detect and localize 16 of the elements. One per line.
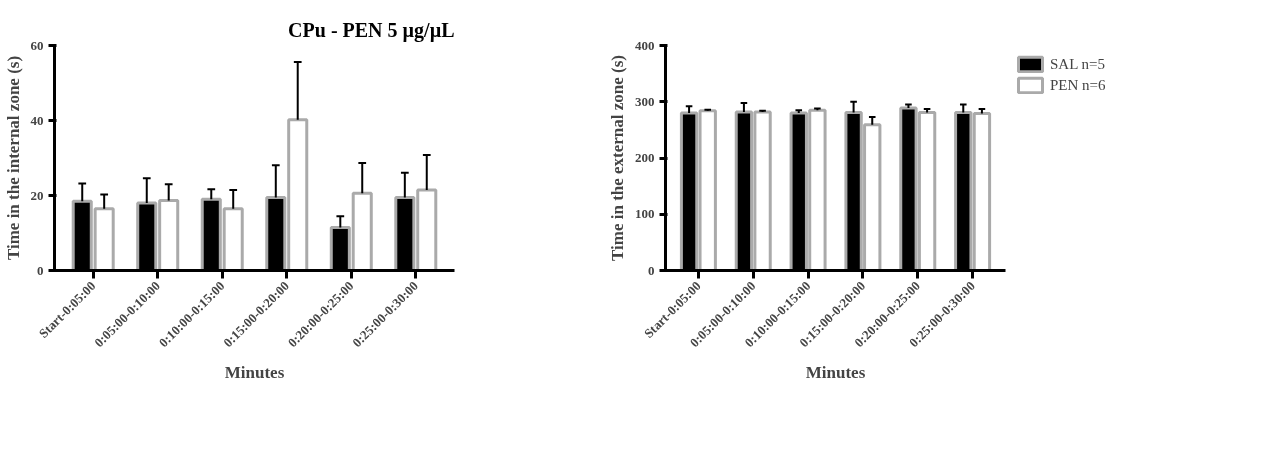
x-axis-title: Minutes	[805, 363, 866, 383]
legend-label: SAL n=5	[1050, 55, 1105, 73]
y-tick-label: 60	[30, 37, 44, 53]
y-tick-label: 300	[635, 93, 655, 109]
y-tick-label: 200	[635, 150, 655, 165]
y-tick-label: 0	[648, 262, 655, 278]
y-tick-label: 40	[30, 112, 44, 128]
legend-label: PEN n=6	[1050, 76, 1106, 94]
y-axis-title: Time in the external zone (s)	[608, 54, 627, 261]
x-axis-title: Minutes	[224, 363, 285, 383]
y-tick-label: 400	[635, 37, 655, 53]
y-tick-label: 100	[635, 206, 655, 222]
y-tick-label: 0	[37, 262, 44, 278]
chart-title: CPu - PEN 5 µg/µL	[288, 18, 455, 42]
y-axis-title: Time in the internal zone (s)	[3, 55, 23, 261]
y-tick-label: 20	[30, 187, 44, 203]
